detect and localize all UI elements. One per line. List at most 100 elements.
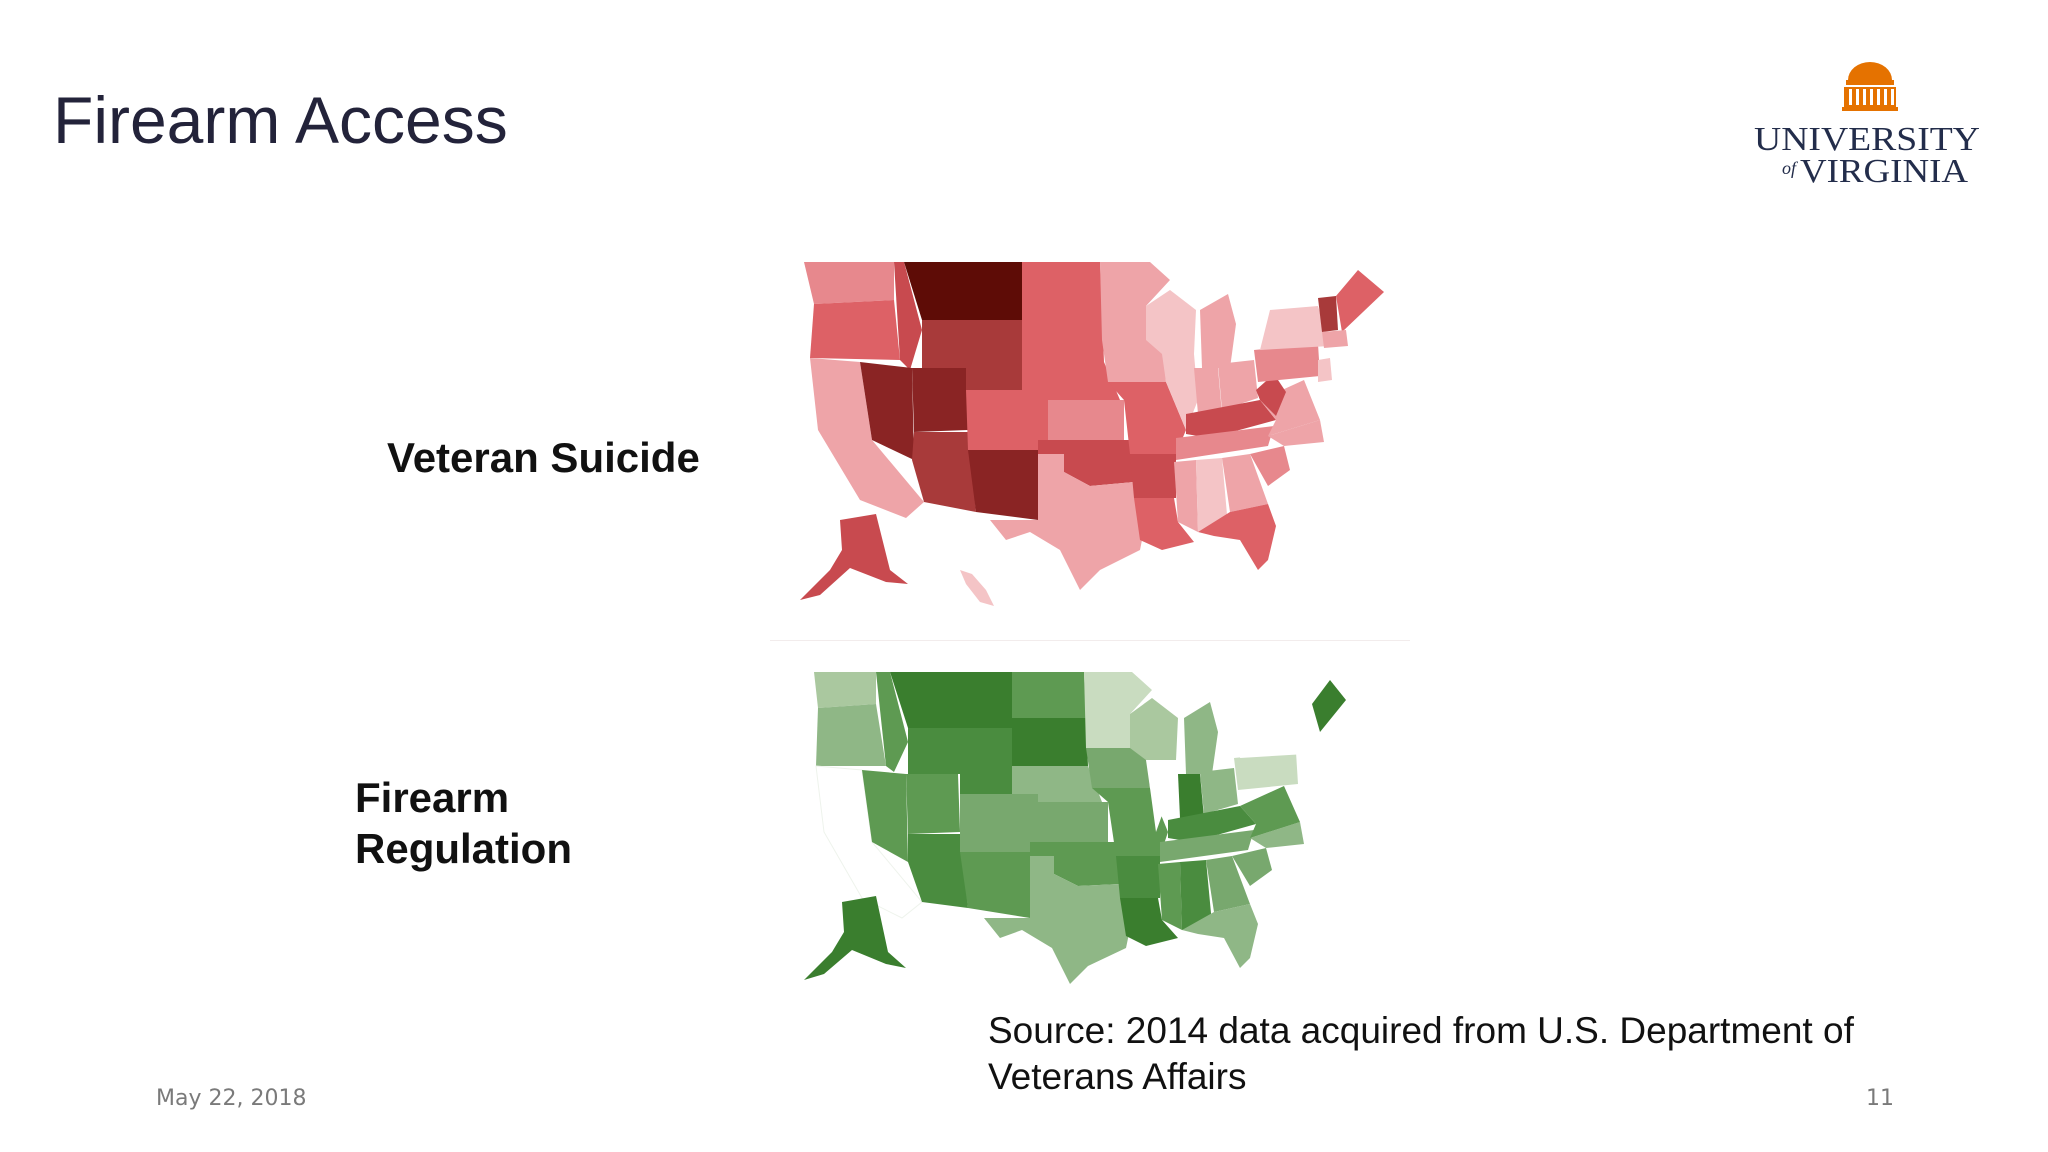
state-id xyxy=(876,672,908,772)
state-ks xyxy=(1048,400,1124,440)
state-ar xyxy=(1116,856,1160,898)
firearm-regulation-label-line1: Firearm xyxy=(355,774,510,821)
state-sd xyxy=(1022,310,1104,362)
state-wa xyxy=(814,672,876,708)
state-ca xyxy=(815,765,923,919)
state-ak xyxy=(800,514,908,600)
state-ky xyxy=(1168,806,1256,842)
state-or xyxy=(816,704,886,766)
state-mn xyxy=(1100,262,1170,340)
state-ms xyxy=(1158,862,1182,930)
state-co xyxy=(960,794,1038,852)
state-il xyxy=(1162,354,1198,430)
state-ms xyxy=(1174,460,1198,532)
logo-text-virginia: VIRGINIA xyxy=(1800,153,1968,190)
state-me xyxy=(1312,680,1346,732)
veteran-suicide-label: Veteran Suicide xyxy=(387,434,700,481)
state-mo xyxy=(1108,382,1186,454)
firearm-regulation-label-line2: Regulation xyxy=(355,825,572,872)
state-il xyxy=(1146,760,1166,832)
firearm-regulation-map xyxy=(804,672,1346,984)
state-sd xyxy=(1012,718,1088,766)
state-wy xyxy=(908,728,1012,794)
state-wi xyxy=(1146,290,1196,354)
state-mn xyxy=(1084,672,1152,748)
state-in xyxy=(1194,368,1222,414)
state-ne xyxy=(1012,766,1102,802)
state-az xyxy=(912,432,976,512)
state-tx xyxy=(990,454,1150,590)
state-ak xyxy=(804,896,906,980)
state-tn xyxy=(1160,830,1254,862)
state-wa xyxy=(804,262,894,304)
state-oh xyxy=(1200,768,1238,814)
state-ok xyxy=(1030,842,1120,886)
state-nm xyxy=(968,450,1038,520)
state-nc xyxy=(1268,420,1324,446)
state-wv xyxy=(1256,374,1286,416)
state-nc xyxy=(1250,822,1304,848)
map-divider xyxy=(770,640,1410,641)
state-ny xyxy=(1260,306,1330,350)
state-ky xyxy=(1186,400,1276,438)
state-ne xyxy=(1022,362,1120,400)
state-ne-small xyxy=(1322,330,1348,348)
rotunda-icon xyxy=(1842,62,1898,111)
logo-text-university: UNIVERSITY xyxy=(1754,121,1980,158)
state-nd xyxy=(1022,262,1102,310)
state-tx xyxy=(984,856,1136,984)
state-ia xyxy=(1086,748,1150,788)
state-wy xyxy=(922,320,1022,390)
state-al xyxy=(1180,860,1212,930)
state-ny xyxy=(1240,716,1306,758)
state-va xyxy=(1240,786,1300,838)
state-la xyxy=(1134,498,1194,550)
state-la xyxy=(1120,898,1178,946)
state-tn xyxy=(1176,426,1274,460)
state-pa xyxy=(1234,752,1298,790)
state-fl xyxy=(1182,904,1258,968)
source-line-1: Source: 2014 data acquired from U.S. Dep… xyxy=(988,1010,1854,1051)
state-nv xyxy=(862,770,908,862)
state-or xyxy=(810,300,900,360)
state-az xyxy=(908,834,968,908)
page-number: 11 xyxy=(1866,1086,1894,1111)
source-line-2: Veterans Affairs xyxy=(988,1056,1247,1097)
state-nv xyxy=(860,362,914,460)
source-citation: Source: 2014 data acquired from U.S. Dep… xyxy=(988,1008,1948,1100)
state-id xyxy=(894,262,922,370)
state-al xyxy=(1196,458,1228,532)
state-fl xyxy=(1198,504,1276,570)
state-wi xyxy=(1130,698,1178,760)
state-nm xyxy=(960,852,1030,918)
state-ut xyxy=(906,774,960,834)
state-co xyxy=(966,390,1048,450)
state-nj-md xyxy=(1318,358,1332,382)
slide-title: Firearm Access xyxy=(53,83,508,157)
state-ga xyxy=(1206,856,1250,912)
veteran-suicide-map xyxy=(800,262,1384,606)
university-of-virginia-logo: UNIVERSITY of VIRGINIA xyxy=(1754,62,1980,190)
state-sc xyxy=(1250,446,1290,486)
state-hi xyxy=(960,570,994,606)
state-pa xyxy=(1254,344,1320,382)
state-mi xyxy=(1200,294,1236,368)
state-ia xyxy=(1102,340,1166,382)
state-nd xyxy=(1012,672,1086,718)
state-in xyxy=(1178,774,1204,818)
state-oh xyxy=(1218,360,1258,410)
state-ca xyxy=(810,358,924,518)
state-vt-nh xyxy=(1318,296,1338,332)
state-mi xyxy=(1184,702,1218,774)
state-ar xyxy=(1130,454,1176,498)
state-ga xyxy=(1222,454,1268,512)
state-ok xyxy=(1038,440,1134,486)
firearm-regulation-label: Firearm Regulation xyxy=(355,772,615,874)
state-mo xyxy=(1092,788,1168,856)
logo-text-of: of xyxy=(1782,158,1799,178)
state-mt xyxy=(890,672,1012,728)
state-ut xyxy=(912,368,968,432)
state-me xyxy=(1336,270,1384,332)
state-mt xyxy=(904,262,1022,320)
